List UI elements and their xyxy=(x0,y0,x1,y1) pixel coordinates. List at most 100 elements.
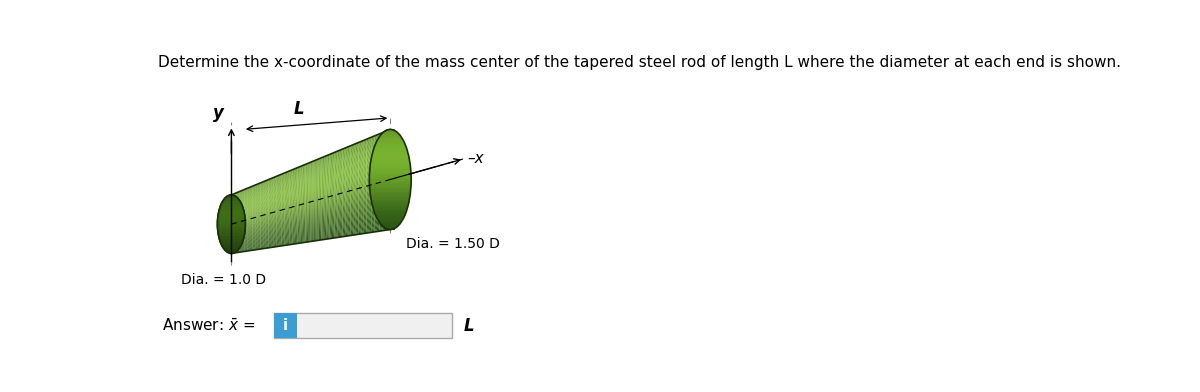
Polygon shape xyxy=(316,191,319,192)
Polygon shape xyxy=(287,182,289,184)
Polygon shape xyxy=(239,207,242,209)
Polygon shape xyxy=(287,174,289,176)
Polygon shape xyxy=(250,187,252,189)
Polygon shape xyxy=(329,236,332,238)
Polygon shape xyxy=(245,188,247,190)
Polygon shape xyxy=(356,214,359,215)
Polygon shape xyxy=(348,193,350,195)
Polygon shape xyxy=(346,158,348,160)
Polygon shape xyxy=(280,233,282,235)
Polygon shape xyxy=(346,185,348,187)
Polygon shape xyxy=(324,225,326,226)
Polygon shape xyxy=(322,203,324,205)
Polygon shape xyxy=(306,216,308,218)
Polygon shape xyxy=(313,188,316,190)
Polygon shape xyxy=(379,229,383,231)
Polygon shape xyxy=(274,236,276,238)
Polygon shape xyxy=(374,154,377,156)
Polygon shape xyxy=(359,152,361,154)
Polygon shape xyxy=(313,239,316,240)
Polygon shape xyxy=(379,172,383,174)
Polygon shape xyxy=(311,220,313,221)
Polygon shape xyxy=(258,221,260,222)
Polygon shape xyxy=(383,133,385,135)
Polygon shape xyxy=(289,201,293,203)
Polygon shape xyxy=(319,201,322,203)
Polygon shape xyxy=(242,222,245,223)
Polygon shape xyxy=(326,197,329,198)
Polygon shape xyxy=(322,219,324,220)
Polygon shape xyxy=(250,218,252,220)
Polygon shape xyxy=(385,211,388,213)
Polygon shape xyxy=(250,223,252,225)
Polygon shape xyxy=(319,202,322,204)
Polygon shape xyxy=(282,194,284,196)
Polygon shape xyxy=(356,212,359,214)
Polygon shape xyxy=(319,215,322,217)
Polygon shape xyxy=(366,162,370,164)
Polygon shape xyxy=(287,217,289,219)
Polygon shape xyxy=(337,201,340,203)
Polygon shape xyxy=(252,247,256,249)
Polygon shape xyxy=(217,227,245,230)
Polygon shape xyxy=(353,227,356,228)
Polygon shape xyxy=(250,249,252,250)
Polygon shape xyxy=(274,234,276,235)
Polygon shape xyxy=(276,210,280,212)
Polygon shape xyxy=(239,246,242,247)
Polygon shape xyxy=(366,230,370,232)
Polygon shape xyxy=(302,224,306,225)
Polygon shape xyxy=(300,177,302,179)
Polygon shape xyxy=(306,236,308,238)
Polygon shape xyxy=(300,241,302,242)
Polygon shape xyxy=(258,232,260,233)
Polygon shape xyxy=(263,181,265,183)
Polygon shape xyxy=(340,172,342,174)
Polygon shape xyxy=(388,213,390,215)
Polygon shape xyxy=(242,196,245,198)
Polygon shape xyxy=(295,221,298,223)
Polygon shape xyxy=(260,183,263,185)
Polygon shape xyxy=(356,200,359,201)
Polygon shape xyxy=(293,204,295,206)
Polygon shape xyxy=(280,201,282,203)
Polygon shape xyxy=(284,180,287,182)
Polygon shape xyxy=(322,233,324,235)
Polygon shape xyxy=(361,224,364,226)
Polygon shape xyxy=(293,239,295,241)
Polygon shape xyxy=(234,200,236,202)
Polygon shape xyxy=(252,190,256,192)
Polygon shape xyxy=(306,211,308,213)
Polygon shape xyxy=(295,198,298,200)
Polygon shape xyxy=(252,240,256,241)
Polygon shape xyxy=(287,223,289,225)
Polygon shape xyxy=(236,196,239,198)
Polygon shape xyxy=(245,230,247,232)
Polygon shape xyxy=(370,156,372,158)
Polygon shape xyxy=(359,180,361,181)
Polygon shape xyxy=(346,199,348,201)
Polygon shape xyxy=(361,173,364,175)
Polygon shape xyxy=(324,231,326,232)
Polygon shape xyxy=(269,243,271,245)
Polygon shape xyxy=(356,151,359,153)
Polygon shape xyxy=(379,176,383,178)
Polygon shape xyxy=(284,205,287,207)
Polygon shape xyxy=(302,167,306,169)
Polygon shape xyxy=(332,237,335,238)
Polygon shape xyxy=(308,164,311,166)
Polygon shape xyxy=(232,195,234,197)
Polygon shape xyxy=(220,239,244,242)
Polygon shape xyxy=(289,209,293,211)
Polygon shape xyxy=(313,212,316,214)
Polygon shape xyxy=(348,207,350,209)
Polygon shape xyxy=(311,176,313,178)
Polygon shape xyxy=(356,196,359,198)
Polygon shape xyxy=(316,178,319,180)
Polygon shape xyxy=(342,204,346,206)
Polygon shape xyxy=(284,209,287,211)
Polygon shape xyxy=(311,207,313,209)
Polygon shape xyxy=(274,208,276,210)
Polygon shape xyxy=(335,185,337,187)
Polygon shape xyxy=(247,237,250,238)
